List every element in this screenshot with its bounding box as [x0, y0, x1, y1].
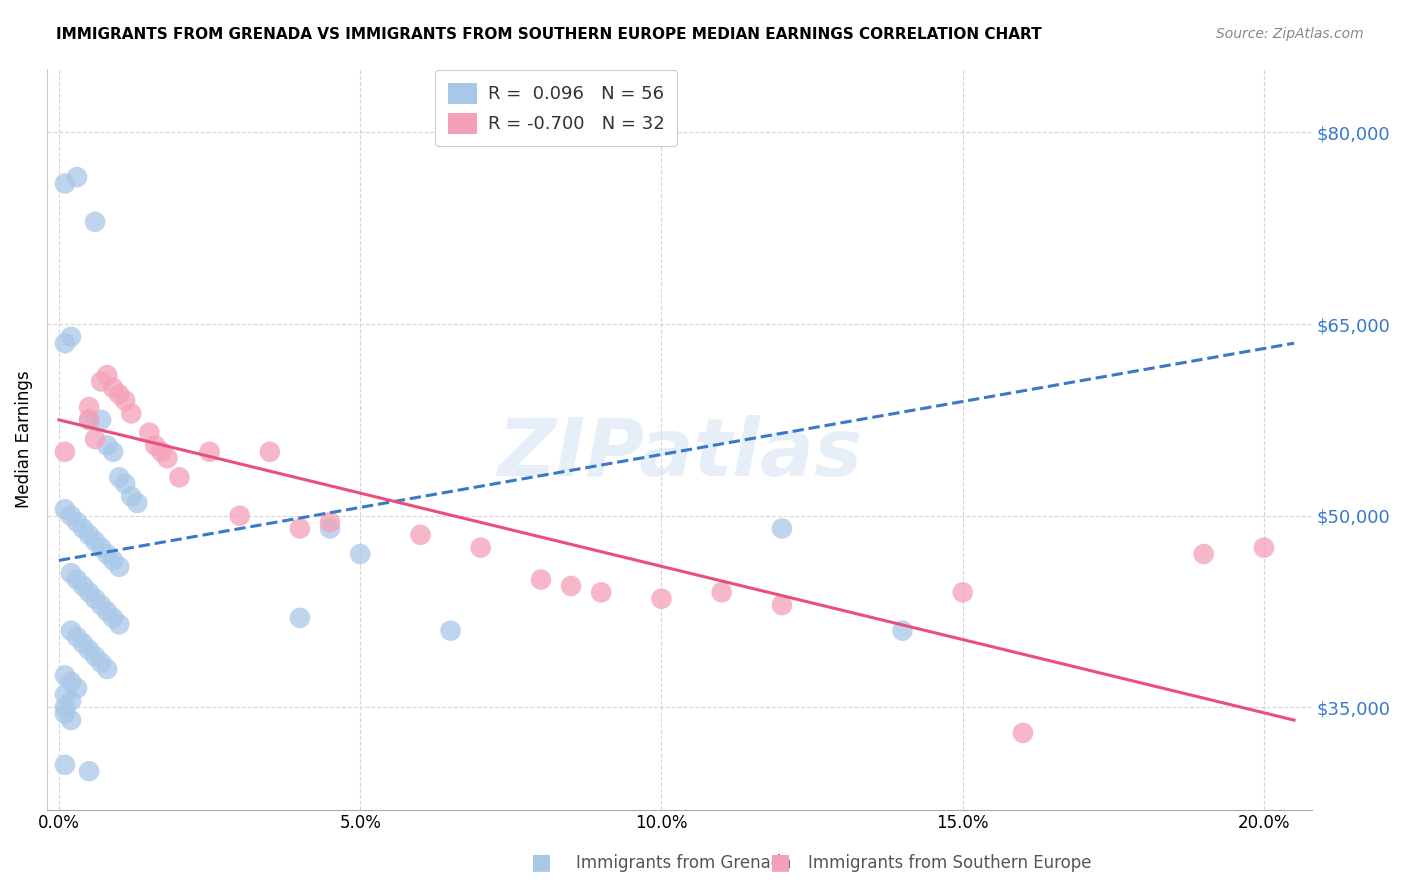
Point	[53, 445, 76, 459]
Point	[120, 407, 142, 421]
Point	[228, 508, 250, 523]
Point	[156, 451, 179, 466]
Point	[127, 496, 149, 510]
Point	[59, 713, 82, 727]
Point	[53, 668, 76, 682]
Text: ■: ■	[531, 853, 551, 872]
Point	[108, 559, 131, 574]
Point	[1253, 541, 1275, 555]
Point	[114, 476, 136, 491]
Point	[319, 521, 342, 535]
Point	[120, 490, 142, 504]
Point	[259, 445, 281, 459]
Point	[138, 425, 160, 440]
Point	[90, 413, 112, 427]
Point	[891, 624, 914, 638]
Y-axis label: Median Earnings: Median Earnings	[15, 370, 32, 508]
Point	[66, 630, 89, 644]
Point	[770, 521, 793, 535]
Point	[96, 547, 118, 561]
Point	[101, 381, 124, 395]
Point	[66, 170, 89, 185]
Point	[108, 387, 131, 401]
Point	[90, 375, 112, 389]
Text: Immigrants from Grenada: Immigrants from Grenada	[576, 855, 792, 872]
Point	[319, 515, 342, 529]
Point	[53, 757, 76, 772]
Point	[53, 336, 76, 351]
Point	[108, 470, 131, 484]
Point	[710, 585, 733, 599]
Point	[96, 662, 118, 676]
Text: ZIPatlas: ZIPatlas	[496, 415, 862, 493]
Point	[90, 656, 112, 670]
Point	[77, 585, 100, 599]
Point	[439, 624, 461, 638]
Point	[101, 611, 124, 625]
Point	[53, 700, 76, 714]
Point	[72, 521, 94, 535]
Point	[90, 541, 112, 555]
Text: ■: ■	[770, 853, 790, 872]
Point	[143, 438, 166, 452]
Point	[952, 585, 974, 599]
Point	[59, 508, 82, 523]
Point	[77, 764, 100, 779]
Point	[53, 502, 76, 516]
Point	[84, 649, 107, 664]
Point	[59, 330, 82, 344]
Text: Immigrants from Southern Europe: Immigrants from Southern Europe	[808, 855, 1092, 872]
Text: Source: ZipAtlas.com: Source: ZipAtlas.com	[1216, 27, 1364, 41]
Text: IMMIGRANTS FROM GRENADA VS IMMIGRANTS FROM SOUTHERN EUROPE MEDIAN EARNINGS CORRE: IMMIGRANTS FROM GRENADA VS IMMIGRANTS FR…	[56, 27, 1042, 42]
Point	[59, 566, 82, 581]
Point	[77, 643, 100, 657]
Point	[349, 547, 371, 561]
Point	[150, 445, 173, 459]
Point	[1192, 547, 1215, 561]
Point	[77, 528, 100, 542]
Point	[101, 445, 124, 459]
Point	[560, 579, 582, 593]
Point	[108, 617, 131, 632]
Point	[77, 413, 100, 427]
Point	[650, 591, 672, 606]
Point	[53, 177, 76, 191]
Point	[591, 585, 613, 599]
Point	[96, 438, 118, 452]
Point	[96, 368, 118, 383]
Point	[198, 445, 221, 459]
Point	[72, 579, 94, 593]
Point	[409, 528, 432, 542]
Point	[59, 694, 82, 708]
Point	[66, 681, 89, 695]
Point	[53, 706, 76, 721]
Point	[77, 413, 100, 427]
Point	[101, 553, 124, 567]
Point	[72, 636, 94, 650]
Point	[66, 573, 89, 587]
Point	[84, 215, 107, 229]
Point	[114, 393, 136, 408]
Point	[59, 674, 82, 689]
Point	[288, 521, 311, 535]
Point	[77, 400, 100, 414]
Point	[169, 470, 191, 484]
Point	[53, 688, 76, 702]
Point	[59, 624, 82, 638]
Point	[96, 605, 118, 619]
Point	[84, 432, 107, 446]
Point	[530, 573, 553, 587]
Legend: R =  0.096   N = 56, R = -0.700   N = 32: R = 0.096 N = 56, R = -0.700 N = 32	[436, 70, 678, 146]
Point	[84, 591, 107, 606]
Point	[90, 598, 112, 612]
Point	[770, 598, 793, 612]
Point	[470, 541, 492, 555]
Point	[1012, 726, 1035, 740]
Point	[66, 515, 89, 529]
Point	[84, 534, 107, 549]
Point	[288, 611, 311, 625]
